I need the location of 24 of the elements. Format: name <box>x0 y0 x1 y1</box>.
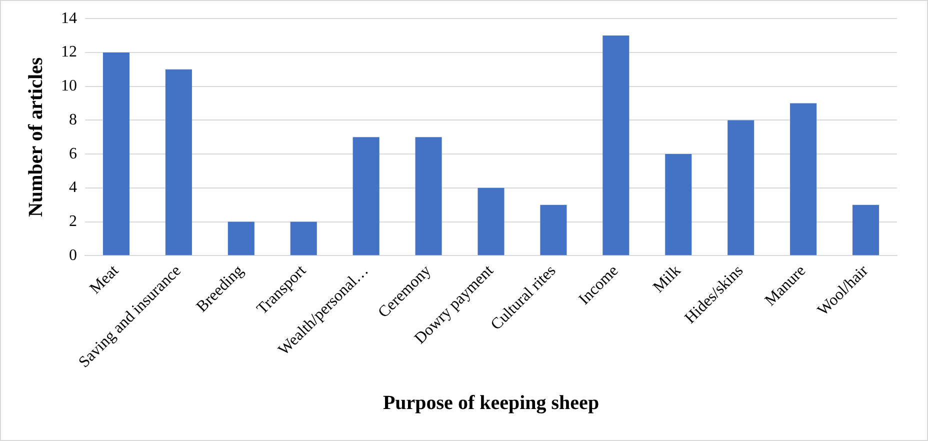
bar <box>540 204 567 256</box>
x-axis-title: Purpose of keeping sheep <box>382 392 600 414</box>
y-tick-label: 12 <box>61 44 77 61</box>
bar <box>165 69 192 256</box>
bar <box>665 154 692 256</box>
y-tick-label: 4 <box>69 179 77 196</box>
bar <box>790 103 817 256</box>
x-tick-label: Milk <box>650 262 684 296</box>
bar <box>102 52 130 256</box>
y-tick-label: 14 <box>61 10 77 27</box>
y-tick-label: 0 <box>69 246 77 264</box>
bar <box>478 188 504 256</box>
bar <box>852 204 880 256</box>
bar <box>228 222 254 256</box>
y-tick-label: 10 <box>61 78 77 95</box>
y-tick-label: 6 <box>69 145 77 162</box>
y-tick-label: 2 <box>69 212 77 230</box>
bar <box>728 120 754 256</box>
y-tick-label: 8 <box>69 111 77 128</box>
y-axis-title: Number of articles <box>25 57 48 217</box>
bar <box>290 222 317 256</box>
bar <box>415 137 442 256</box>
bar <box>602 36 630 256</box>
bar <box>352 137 380 256</box>
